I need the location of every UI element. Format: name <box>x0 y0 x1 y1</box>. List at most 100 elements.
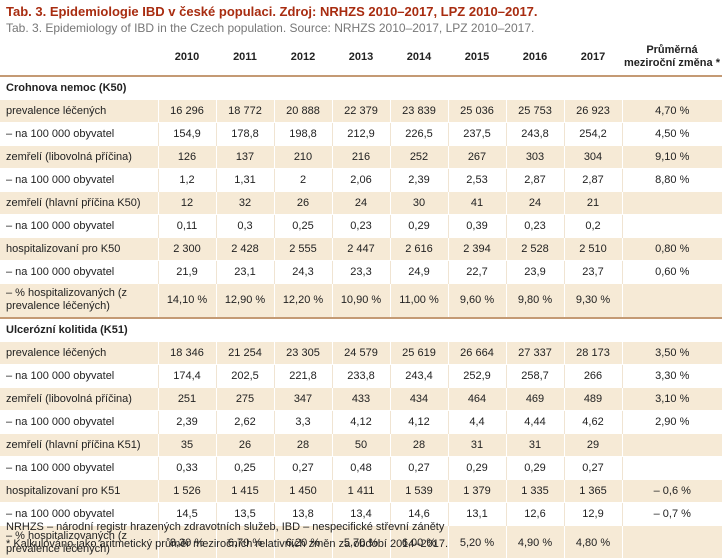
value-cell: 216 <box>331 145 390 168</box>
row-label: – % hospitalizovaných (z prevalence léče… <box>6 287 128 313</box>
value-cell: 18 772 <box>215 99 274 122</box>
section-header-row: Ulcerózní kolitida (K51) <box>0 318 722 341</box>
value-cell: 1 365 <box>563 479 622 502</box>
header-year: 2017 <box>580 50 606 63</box>
value-cell: 0,11 <box>157 214 216 237</box>
value-cell: 0,27 <box>273 456 332 479</box>
trend-cell: 3,30 % <box>621 364 722 387</box>
trend-cell: 3,10 % <box>621 387 722 410</box>
value-cell: 0,29 <box>505 456 564 479</box>
value-cell: 0,33 <box>157 456 216 479</box>
value-cell: 20 888 <box>273 99 332 122</box>
value-cell: 304 <box>563 145 622 168</box>
table-row: zemřelí (hlavní příčina K51) 35 26 28 50 28 31… <box>0 433 722 456</box>
value-cell: 31 <box>505 433 564 456</box>
header-year: 2015 <box>464 50 490 63</box>
value-cell: 266 <box>563 364 622 387</box>
trend-cell: 2,90 % <box>621 410 722 433</box>
value-cell: 4,4 <box>447 410 506 433</box>
header-year: 2013 <box>348 50 374 63</box>
value-cell: 198,8 <box>273 122 332 145</box>
value-cell: 6,00 % <box>389 525 448 558</box>
row-label: – na 100 000 obyvatel <box>6 265 115 278</box>
value-cell: 0,27 <box>563 456 622 479</box>
value-cell: 0,25 <box>215 456 274 479</box>
trend-cell: 8,80 % <box>621 168 722 191</box>
trend-cell: – 0,6 % <box>621 479 722 502</box>
value-cell: 24,9 <box>389 260 448 283</box>
value-cell: 1 335 <box>505 479 564 502</box>
value-cell: 26 923 <box>563 99 622 122</box>
value-cell: 4,62 <box>563 410 622 433</box>
value-cell: 23 839 <box>389 99 448 122</box>
table-row: zemřelí (hlavní příčina K50) 12 32 26 24 30 41… <box>0 191 722 214</box>
value-cell: 14,5 <box>157 502 216 525</box>
row-label: – na 100 000 obyvatel <box>6 173 115 186</box>
trend-cell: – 0,7 % <box>621 502 722 525</box>
header-label-cell <box>0 38 158 76</box>
row-label: zemřelí (hlavní příčina K51) <box>6 438 141 451</box>
value-cell: 22,7 <box>447 260 506 283</box>
footnote-abbreviations: NRHZS – národní registr hrazených zdravo… <box>6 521 445 533</box>
value-cell: 1 379 <box>447 479 506 502</box>
row-label: zemřelí (libovolná příčina) <box>6 150 132 163</box>
value-cell: 4,90 % <box>505 525 564 558</box>
value-cell: 275 <box>215 387 274 410</box>
value-cell: 2,06 <box>331 168 390 191</box>
value-cell: 1,31 <box>215 168 274 191</box>
trend-cell <box>621 456 722 479</box>
header-row: 2010 2011 2012 2013 2014 2015 2016 2017 … <box>0 38 722 76</box>
header-year: 2012 <box>290 50 316 63</box>
value-cell: 31 <box>447 433 506 456</box>
value-cell: 2,39 <box>389 168 448 191</box>
table-row: hospitalizovaní pro K51 1 526 1 415 1 450 1 … <box>0 479 722 502</box>
trend-cell <box>621 191 722 214</box>
table-row: – na 100 000 obyvatel 154,9 178,8 198,8 212,… <box>0 122 722 145</box>
value-cell: 0,25 <box>273 214 332 237</box>
row-label: prevalence léčených <box>6 346 107 359</box>
value-cell: 2,87 <box>563 168 622 191</box>
trend-cell: 3,50 % <box>621 341 722 364</box>
value-cell: 24,3 <box>273 260 332 283</box>
value-cell: 25 619 <box>389 341 448 364</box>
value-cell: 243,4 <box>389 364 448 387</box>
table-row: – na 100 000 obyvatel 174,4 202,5 221,8 233,… <box>0 364 722 387</box>
value-cell: 237,5 <box>447 122 506 145</box>
value-cell: 1 539 <box>389 479 448 502</box>
value-cell: 21 254 <box>215 341 274 364</box>
value-cell: 226,5 <box>389 122 448 145</box>
table-row: – na 100 000 obyvatel 2,39 2,62 3,3 4,12 4,12… <box>0 410 722 433</box>
value-cell: 0,27 <box>389 456 448 479</box>
header-year: 2010 <box>174 50 200 63</box>
value-cell: 21 <box>563 191 622 214</box>
value-cell: 1 415 <box>215 479 274 502</box>
value-cell: 126 <box>157 145 216 168</box>
value-cell: 14,10 % <box>157 283 216 318</box>
value-cell: 30 <box>389 191 448 214</box>
value-cell: 9,80 % <box>505 283 564 318</box>
table-row: – na 100 000 obyvatel 0,11 0,3 0,25 0,23 0,29… <box>0 214 722 237</box>
value-cell: 0,48 <box>331 456 390 479</box>
table-row: – % hospitalizovaných (z prevalence léče… <box>0 525 722 558</box>
table-row: – % hospitalizovaných (z prevalence léče… <box>0 283 722 318</box>
value-cell: 0,29 <box>447 456 506 479</box>
value-cell: 2 <box>273 168 332 191</box>
trend-cell: 9,10 % <box>621 145 722 168</box>
value-cell: 28 <box>273 433 332 456</box>
value-cell: 29 <box>563 433 622 456</box>
value-cell: 2 394 <box>447 237 506 260</box>
value-cell: 12,20 % <box>273 283 332 318</box>
epidemiology-table: 2010 2011 2012 2013 2014 2015 2016 2017 … <box>0 38 722 558</box>
value-cell: 258,7 <box>505 364 564 387</box>
value-cell: 0,2 <box>563 214 622 237</box>
value-cell: 26 <box>273 191 332 214</box>
value-cell: 24 <box>331 191 390 214</box>
value-cell: 0,3 <box>215 214 274 237</box>
value-cell: 212,9 <box>331 122 390 145</box>
value-cell: 26 664 <box>447 341 506 364</box>
value-cell: 1 526 <box>157 479 216 502</box>
value-cell: 13,1 <box>447 502 506 525</box>
value-cell: 233,8 <box>331 364 390 387</box>
value-cell: 347 <box>273 387 332 410</box>
value-cell: 22 379 <box>331 99 390 122</box>
